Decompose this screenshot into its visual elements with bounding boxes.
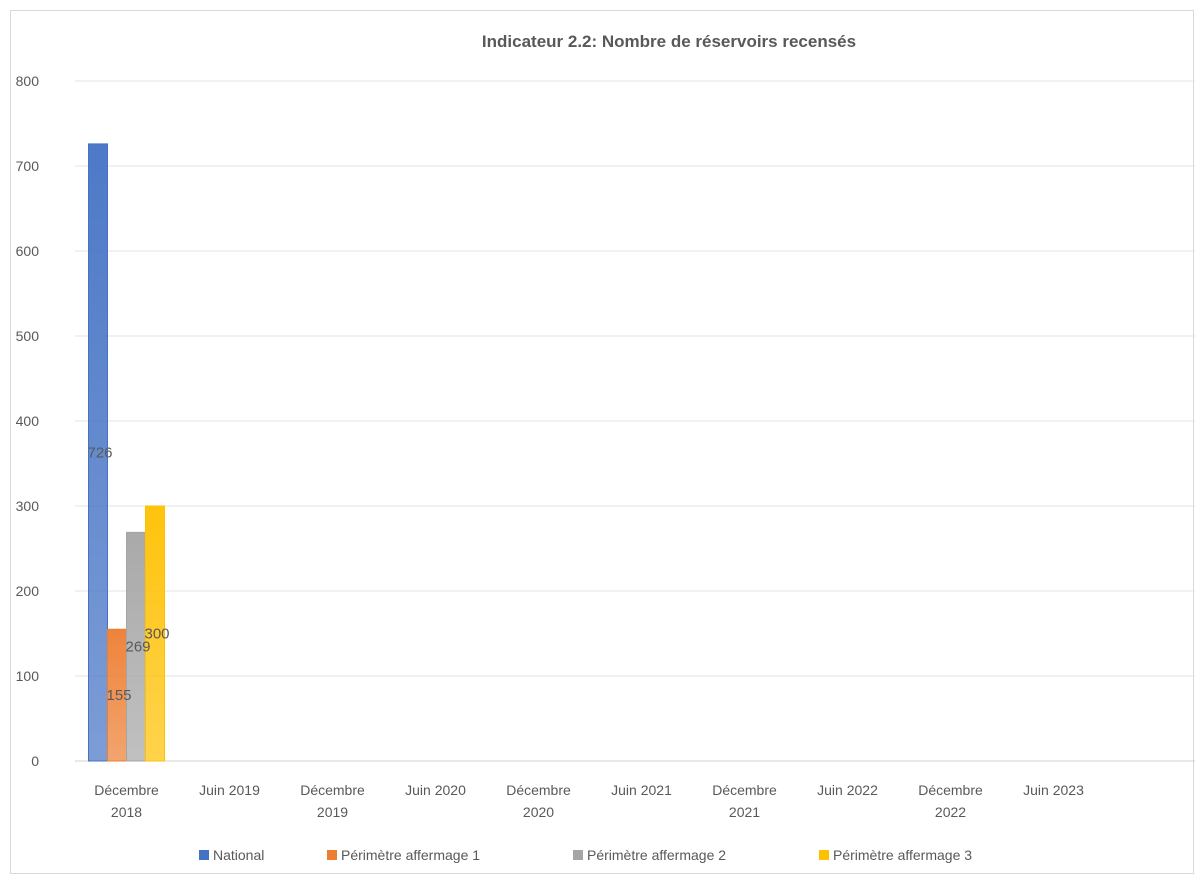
x-tick-label: Décembre 2018: [94, 782, 159, 820]
y-tick-label: 0: [31, 753, 39, 769]
x-tick-label: Juin 2020: [405, 782, 466, 798]
x-tick-label: Décembre 2020: [506, 782, 571, 820]
x-tick-label: Décembre 2021: [712, 782, 777, 820]
x-tick-label: Décembre 2022: [918, 782, 983, 820]
y-axis: 0 100 200 300 400 500 600 700 800: [16, 73, 40, 769]
x-tick-label: Décembre 2019: [300, 782, 365, 820]
bars: [88, 143, 165, 762]
x-tick-label: Juin 2022: [817, 782, 878, 798]
bar-p-rim-tre-affermage-3: [145, 505, 165, 762]
data-label: 300: [144, 626, 169, 643]
x-tick-label: Juin 2021: [611, 782, 672, 798]
legend-entry: Périmètre affermage 3: [833, 847, 972, 863]
legend-swatch: [199, 850, 209, 860]
y-tick-label: 300: [16, 498, 40, 514]
legend-swatch: [573, 850, 583, 860]
x-axis: Décembre 2018 Juin 2019 Décembre 2019 Juin 20…: [94, 782, 1084, 820]
bar-national: [88, 143, 108, 762]
legend-swatch: [327, 850, 337, 860]
legend: National Périmètre affermage 1 Périmètre a…: [199, 847, 972, 863]
x-tick-label: Juin 2023: [1023, 782, 1084, 798]
y-tick-label: 100: [16, 668, 40, 684]
legend-entry: Périmètre affermage 2: [587, 847, 726, 863]
gridlines: [75, 80, 1195, 762]
legend-swatch: [819, 850, 829, 860]
data-label: 269: [125, 639, 150, 656]
y-tick-label: 200: [16, 583, 40, 599]
y-tick-label: 500: [16, 328, 40, 344]
data-label: 726: [87, 444, 112, 461]
legend-entry: Périmètre affermage 1: [341, 847, 480, 863]
chart-container: 726 155 269 300 0 100 200 300 400 500 600 700 800 D…: [10, 10, 1195, 874]
y-tick-label: 400: [16, 413, 40, 429]
data-label: 155: [106, 687, 131, 704]
chart-title: Indicateur 2.2: Nombre de réservoirs rec…: [482, 32, 856, 51]
x-tick-label: Juin 2019: [199, 782, 260, 798]
y-tick-label: 600: [16, 243, 40, 259]
legend-entry: National: [213, 847, 264, 863]
y-tick-label: 700: [16, 158, 40, 174]
y-tick-label: 800: [16, 73, 40, 89]
